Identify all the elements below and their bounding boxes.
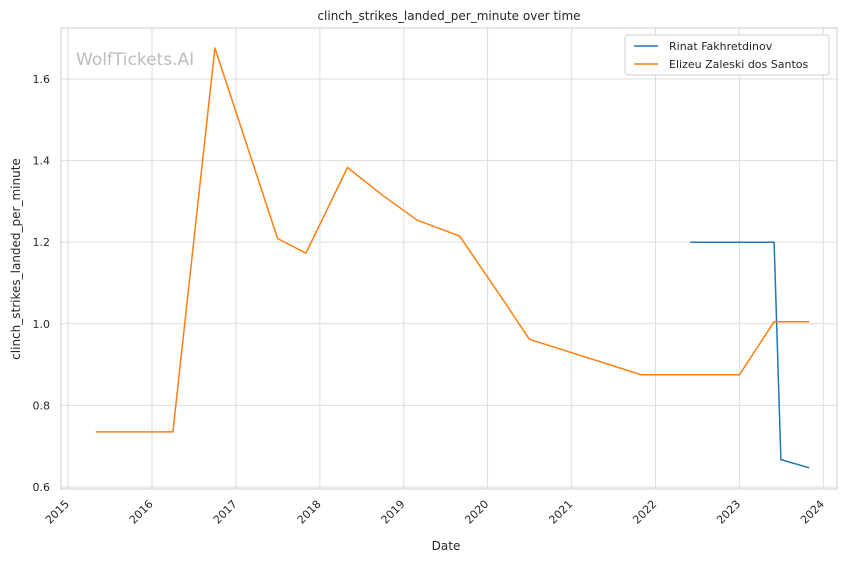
y-tick-label: 1.6 [33,73,51,86]
plot-background [61,28,837,489]
y-tick-label: 1.4 [33,155,51,168]
chart-title: clinch_strikes_landed_per_minute over ti… [317,9,580,23]
x-tick-label: 2021 [546,498,575,527]
series-line-rinat-fakhretdinov [690,241,810,469]
y-tick-label: 0.8 [33,399,51,412]
x-tick-label: 2017 [211,498,240,527]
series-line-elizeu-zaleski-dos-santos [95,47,810,433]
legend-label-rinat-fakhretdinov: Rinat Fakhretdinov [669,40,773,53]
x-tick-label: 2024 [798,498,827,527]
x-tick-label: 2019 [379,498,408,527]
legend-box [624,34,830,76]
series-lines [95,47,810,469]
x-tick-label: 2022 [630,498,659,527]
plot-frame [60,27,838,490]
legend: Rinat Fakhretdinov Elizeu Zaleski dos Sa… [624,34,830,76]
watermark-text: WolfTickets.AI [76,50,194,70]
x-tick-labels: 2015 2016 2017 2018 2019 2020 2021 2022 2023 2024 [43,498,827,527]
x-tick-label: 2018 [295,498,324,527]
y-tick-label: 1.0 [33,318,51,331]
x-gridlines [67,28,824,489]
y-tick-label: 1.2 [33,236,51,249]
x-axis-label: Date [432,539,461,553]
x-tick-label: 2015 [43,498,72,527]
y-tick-labels: 0.6 0.8 1.0 1.2 1.4 1.6 [33,73,51,494]
x-tick-label: 2016 [127,498,156,527]
y-axis-label: clinch_strikes_landed_per_minute [9,158,23,360]
legend-label-elizeu-zaleski-dos-santos: Elizeu Zaleski dos Santos [669,58,809,71]
x-tick-label: 2020 [462,498,491,527]
y-tick-label: 0.6 [33,481,51,494]
x-tick-label: 2023 [714,498,743,527]
